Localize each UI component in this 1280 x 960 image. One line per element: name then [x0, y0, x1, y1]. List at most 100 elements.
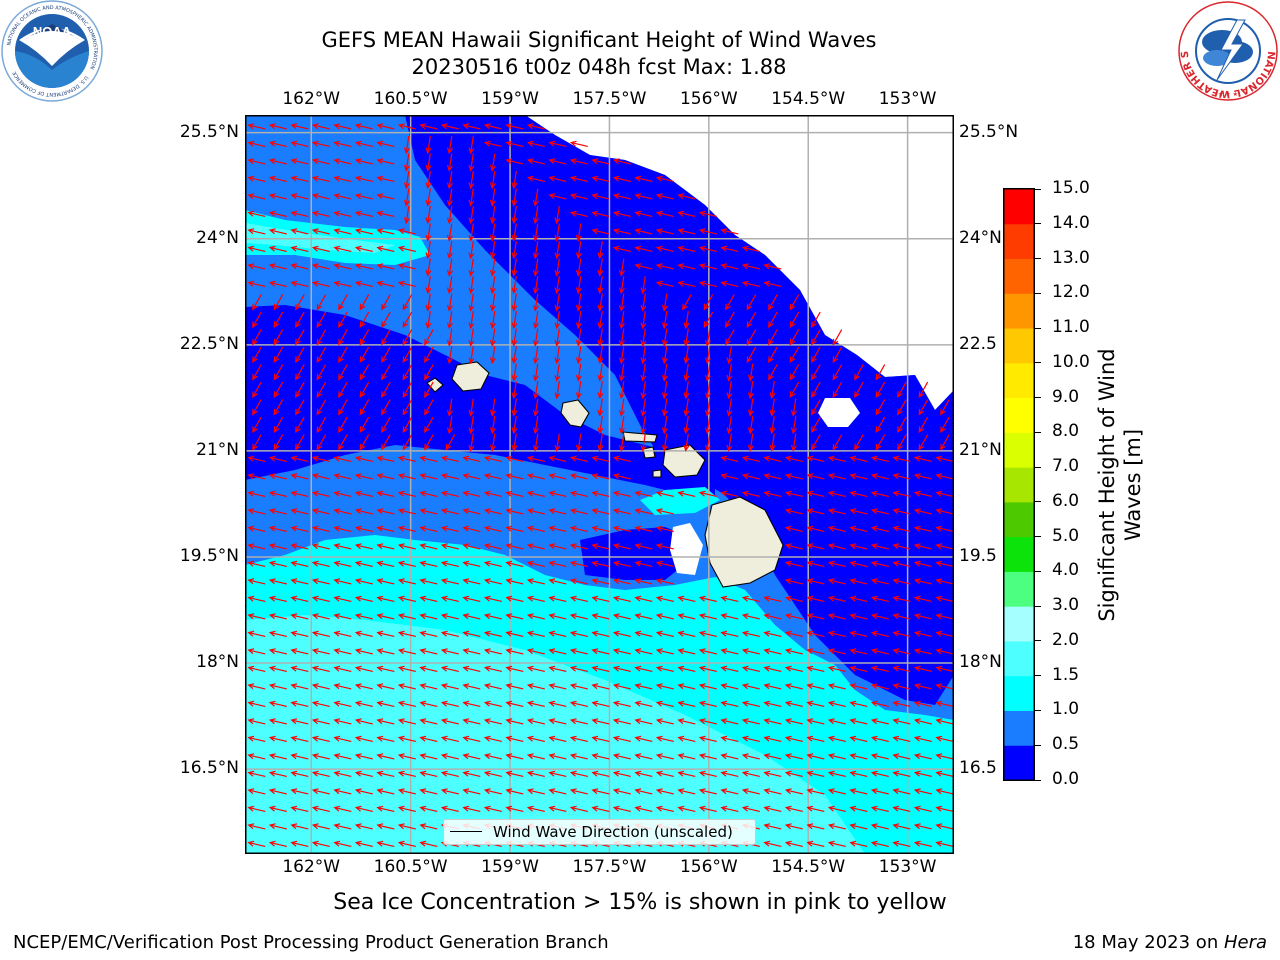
- wind-wave-arrow: [811, 364, 821, 381]
- wind-wave-arrow: [505, 753, 524, 760]
- wind-wave-arrow: [489, 293, 496, 312]
- wind-wave-arrow: [569, 735, 588, 742]
- wind-wave-arrow: [892, 543, 911, 550]
- wind-wave-arrow: [354, 613, 373, 620]
- wind-wave-arrow: [290, 473, 309, 480]
- wind-wave-arrow: [634, 665, 653, 672]
- wind-wave-arrow: [548, 490, 567, 497]
- wind-wave-arrow: [532, 433, 539, 452]
- wind-wave-arrow: [462, 508, 481, 515]
- wind-wave-arrow: [311, 840, 330, 847]
- wind-wave-arrow: [511, 223, 518, 242]
- wind-wave-arrow: [290, 595, 309, 602]
- wind-wave-arrow: [483, 543, 502, 550]
- wind-wave-arrow: [397, 665, 416, 672]
- lat-label-left: 18°N: [196, 652, 239, 673]
- wind-wave-arrow: [640, 381, 647, 400]
- colorbar-tick-label: 10.0: [1052, 351, 1090, 372]
- wind-wave-arrow: [505, 700, 524, 707]
- wind-wave-arrow: [875, 434, 886, 451]
- wind-wave-arrow: [612, 508, 631, 515]
- wind-wave-arrow: [446, 258, 453, 277]
- wind-wave-arrow: [419, 560, 438, 567]
- wind-wave-arrow: [935, 578, 954, 585]
- colorbar-tick-label: 1.0: [1052, 699, 1080, 720]
- wind-wave-arrow: [311, 578, 330, 585]
- colorbar-tick-mark: [1035, 640, 1041, 642]
- wind-wave-arrow: [854, 434, 864, 451]
- wind-wave-arrow: [381, 381, 391, 399]
- wind-wave-arrow: [247, 560, 266, 567]
- wind-wave-arrow: [548, 630, 567, 637]
- wind-wave-arrow: [618, 381, 625, 400]
- wind-wave-arrow: [677, 228, 696, 235]
- wind-wave-arrow: [849, 560, 868, 567]
- wind-wave-arrow: [747, 416, 754, 435]
- wind-wave-arrow: [338, 364, 348, 381]
- wind-wave-arrow: [935, 805, 954, 812]
- wind-wave-arrow: [677, 613, 696, 620]
- wind-wave-arrow: [311, 158, 330, 165]
- wind-wave-arrow: [247, 683, 266, 690]
- wind-wave-arrow: [591, 788, 610, 795]
- wind-wave-arrow: [784, 525, 803, 532]
- wind-wave-arrow: [870, 525, 889, 532]
- lon-label-bottom: 162°W: [282, 857, 341, 877]
- wind-wave-arrow: [597, 381, 604, 400]
- wind-wave-arrow: [295, 416, 305, 434]
- wind-wave-arrow: [741, 700, 760, 707]
- colorbar-segment: [1004, 258, 1034, 294]
- wind-wave-arrow: [935, 613, 954, 620]
- wind-wave-arrow: [698, 700, 717, 707]
- wind-wave-arrow: [548, 578, 567, 585]
- wind-wave-arrow: [827, 788, 846, 795]
- wind-wave-arrow: [634, 263, 653, 270]
- colorbar-tick-mark: [1035, 709, 1041, 711]
- wind-wave-arrow: [402, 364, 413, 381]
- wind-wave-arrow: [268, 543, 287, 550]
- wind-wave-arrow: [290, 490, 309, 497]
- wind-wave-arrow: [376, 718, 395, 725]
- wind-wave-arrow: [311, 263, 330, 270]
- wind-wave-arrow: [870, 770, 889, 777]
- wind-wave-arrow: [290, 630, 309, 637]
- wind-wave-arrow: [655, 735, 674, 742]
- wind-wave-arrow: [468, 416, 475, 435]
- wind-wave-arrow: [333, 210, 352, 217]
- wind-wave-arrow: [875, 364, 886, 381]
- wind-wave-arrow: [338, 399, 348, 416]
- wind-wave-arrow: [704, 398, 711, 417]
- wind-wave-arrow: [532, 276, 539, 295]
- wind-wave-arrow: [462, 455, 481, 462]
- wind-wave-arrow: [333, 735, 352, 742]
- wind-wave-arrow: [849, 648, 868, 655]
- wind-wave-arrow: [661, 381, 668, 400]
- wind-wave-arrow: [618, 416, 625, 435]
- wind-wave-arrow: [741, 595, 760, 602]
- colorbar-segment: [1004, 536, 1034, 572]
- wind-wave-arrow: [725, 311, 735, 329]
- wind-wave-arrow: [703, 311, 714, 329]
- wind-wave-arrow: [311, 455, 330, 462]
- wind-wave-arrow: [726, 433, 733, 452]
- wind-wave-arrow: [575, 311, 582, 330]
- wind-wave-arrow: [483, 648, 502, 655]
- wind-wave-arrow: [247, 648, 266, 655]
- wind-wave-arrow: [746, 294, 757, 311]
- wind-wave-arrow: [763, 823, 782, 830]
- wind-wave-arrow: [612, 473, 631, 480]
- wind-wave-arrow: [402, 294, 413, 311]
- wind-wave-arrow: [870, 683, 889, 690]
- wind-wave-arrow: [505, 770, 524, 777]
- wind-wave-arrow: [468, 136, 475, 155]
- wind-wave-arrow: [333, 140, 352, 147]
- wind-wave-arrow: [446, 276, 453, 295]
- wind-wave-arrow: [295, 311, 305, 329]
- wind-wave-arrow: [746, 346, 757, 364]
- wind-wave-arrow: [511, 381, 518, 400]
- wind-wave-arrow: [597, 328, 604, 347]
- wind-wave-arrow: [612, 805, 631, 812]
- wind-wave-arrow: [425, 276, 432, 295]
- wind-wave-arrow: [532, 416, 539, 435]
- wind-wave-arrow: [359, 311, 370, 329]
